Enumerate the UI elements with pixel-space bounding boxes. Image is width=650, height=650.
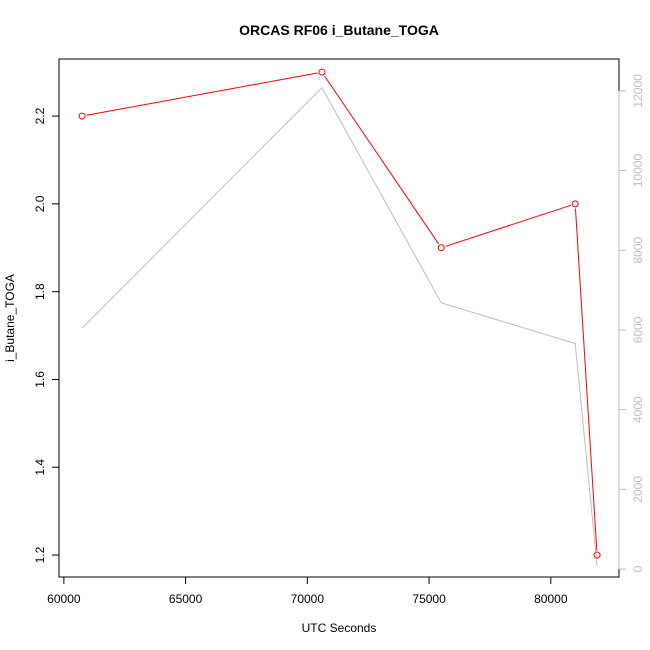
series-line: [81, 86, 598, 566]
x-tick-label: 70000: [291, 592, 325, 606]
y2-tick-label: 10000: [631, 154, 645, 188]
y-axis-label: i_Butane_TOGA: [3, 274, 17, 362]
data-point: [593, 551, 601, 559]
series-line-segment: [445, 204, 571, 247]
y2-tick-label: 4000: [631, 396, 645, 423]
series-layer: [78, 68, 601, 566]
data-point: [571, 200, 579, 208]
plot-frame: [58, 58, 620, 578]
y2-tick-label: 2000: [631, 476, 645, 503]
data-point: [437, 244, 445, 252]
y2-tick-label: 6000: [631, 316, 645, 343]
series-line-segment: [324, 75, 440, 245]
y-tick-label: 1.6: [33, 371, 47, 388]
y-tick-label: 1.8: [33, 283, 47, 300]
chart-title: ORCAS RF06 i_Butane_TOGA: [239, 22, 439, 38]
y-axis: 1.2 1.4 1.6 1.8 2.0 2.2: [33, 107, 60, 563]
y-tick-label: 2.0: [33, 195, 47, 212]
y-tick-label: 1.2: [33, 546, 47, 563]
y2-tick-label: 0: [631, 565, 645, 572]
y2-tick-label: 8000: [631, 237, 645, 264]
x-tick-label: 80000: [534, 592, 568, 606]
y-tick-label: 1.4: [33, 459, 47, 476]
x-axis: 60000 65000 70000 75000 80000: [47, 576, 568, 606]
x-tick-label: 60000: [47, 592, 81, 606]
series-line-segment: [86, 72, 318, 116]
data-point: [318, 68, 326, 76]
y2-tick-label: 12000: [631, 74, 645, 108]
x-tick-label: 75000: [412, 592, 446, 606]
series-line-segment: [574, 208, 598, 551]
y-tick-label: 2.2: [33, 107, 47, 124]
data-point: [78, 112, 86, 120]
y2-axis: 0 2000 4000 6000 8000 10000 12000: [618, 74, 645, 572]
x-axis-label: UTC Seconds: [302, 621, 377, 635]
x-tick-label: 65000: [169, 592, 203, 606]
